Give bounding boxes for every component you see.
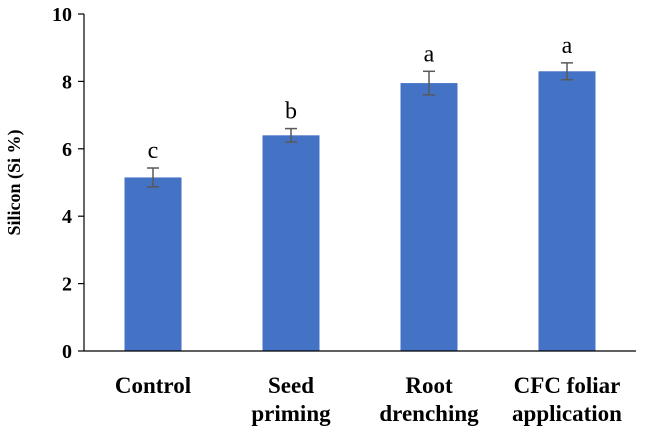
y-axis-title: Silicon (Si %)	[4, 129, 25, 235]
y-tick-label-8: 8	[62, 71, 72, 93]
category-label-4-line-2: application	[512, 401, 622, 426]
bar-1	[124, 177, 182, 351]
y-tick-label-4: 4	[62, 206, 72, 228]
significance-letter-2: b	[285, 99, 297, 125]
significance-letter-1: c	[148, 138, 159, 164]
category-label-1: Control	[115, 373, 191, 398]
bar-4	[538, 71, 596, 351]
category-label-2-line-1: Seed	[268, 373, 314, 398]
significance-letter-3: a	[424, 41, 435, 67]
y-tick-label-6: 6	[62, 139, 72, 161]
category-label-3-line-2: drenching	[379, 401, 479, 426]
bar-2	[262, 135, 320, 351]
significance-letter-4: a	[562, 33, 573, 59]
category-label-4-line-1: CFC foliar	[514, 373, 621, 398]
category-label-2-line-2: priming	[251, 401, 331, 426]
bar-3	[400, 83, 458, 352]
y-tick-label-0: 0	[62, 341, 72, 363]
category-label-3-line-1: Root	[405, 373, 453, 398]
y-tick-label-2: 2	[62, 274, 72, 296]
y-tick-label-10: 10	[52, 4, 72, 26]
